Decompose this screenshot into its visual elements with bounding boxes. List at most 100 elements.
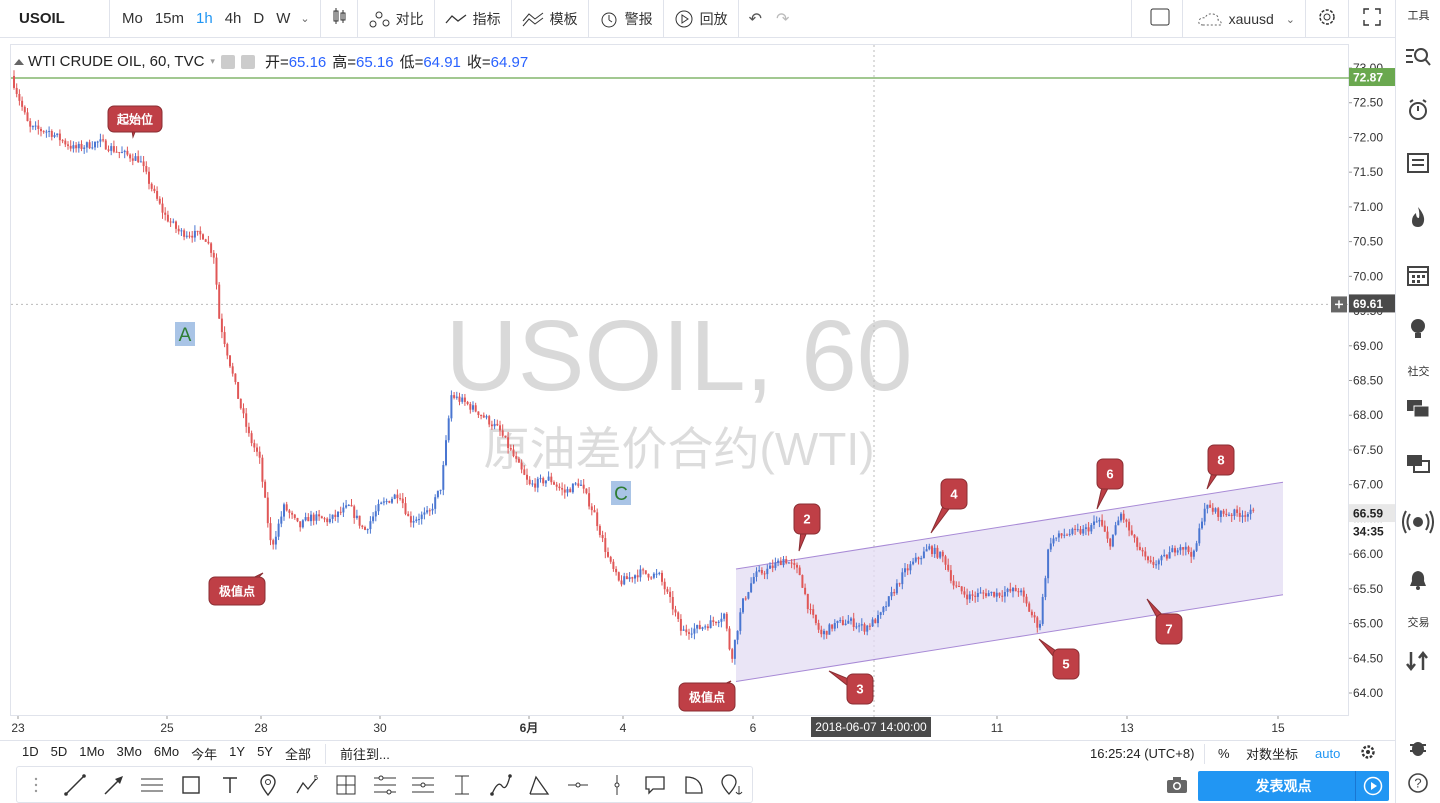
fullscreen-icon[interactable] — [1363, 7, 1381, 31]
range-5D[interactable]: 5D — [50, 744, 68, 759]
candle-body — [887, 596, 890, 607]
range-5Y[interactable]: 5Y — [257, 744, 273, 759]
range-1D[interactable]: 1D — [22, 744, 39, 759]
time-axis[interactable]: 23 25 28 30 6月 4 6 11 13 15 2018-06-07 14:00:00 — [10, 716, 1349, 740]
price-tick-label: 67.00 — [1353, 478, 1383, 492]
compare-button[interactable]: 对比 — [368, 9, 424, 29]
trend-line-icon[interactable] — [56, 767, 95, 802]
callout-extreme-2[interactable]: 极值点 — [678, 680, 736, 712]
fib-extension-icon[interactable] — [404, 767, 443, 802]
chart-pane[interactable]: USOIL, 60 原油差价合约(WTI) A C 起始位 极值点 极值点 2 3 4 5 6 7 8 — [10, 44, 1350, 717]
range-6Mo[interactable]: 6Mo — [153, 744, 180, 759]
vertical-line-icon[interactable] — [597, 767, 636, 802]
chat-icon[interactable] — [1401, 393, 1435, 427]
series-title[interactable]: WTI CRUDE OIL, 60, TVC — [28, 53, 205, 70]
candle-body — [328, 518, 331, 523]
trading-panel-icon[interactable] — [1401, 644, 1435, 678]
auto-scale-toggle[interactable]: auto — [1315, 746, 1341, 761]
callout-wave-5[interactable]: 5 — [1038, 638, 1080, 680]
layout-selector[interactable]: xauusd ⌄ — [1197, 11, 1295, 27]
elliott-wave-icon[interactable]: 5 — [288, 767, 327, 802]
candle — [998, 592, 1001, 599]
symbol-search[interactable]: USOIL — [0, 0, 110, 38]
publish-idea-button[interactable]: 发表观点 — [1198, 771, 1389, 801]
calendar-icon[interactable] — [1401, 258, 1435, 292]
private-chat-icon[interactable] — [1401, 448, 1435, 482]
goto-date-button[interactable]: 前往到... — [339, 747, 390, 762]
parallel-channel[interactable] — [736, 482, 1283, 682]
fullscreen-layout-icon[interactable] — [1150, 8, 1170, 31]
xabcd-pattern-icon[interactable] — [520, 767, 559, 802]
horizontal-ray-icon[interactable] — [559, 767, 598, 802]
interval-1h[interactable]: 1h — [196, 10, 213, 27]
callout-wave-4[interactable]: 4 — [930, 478, 968, 534]
legend-hide-icon[interactable] — [220, 54, 235, 69]
callout-wave-6[interactable]: 6 — [1096, 458, 1124, 510]
callout-start[interactable]: 起始位 — [107, 105, 163, 139]
percent-toggle[interactable]: % — [1218, 746, 1230, 761]
legend-settings-icon[interactable] — [240, 54, 255, 69]
candle — [831, 624, 834, 632]
watchlist-search-icon[interactable] — [1401, 40, 1435, 74]
ideas-lightbulb-icon[interactable] — [1401, 312, 1435, 346]
candle-type-icon[interactable] — [331, 7, 347, 30]
settings-gear-icon[interactable] — [1316, 6, 1338, 33]
range-3Mo[interactable]: 3Mo — [116, 744, 142, 759]
callout-wave-3[interactable]: 3 — [828, 670, 874, 705]
gann-box-icon[interactable] — [327, 767, 366, 802]
streams-icon[interactable] — [1401, 505, 1435, 539]
bug-report-icon[interactable] — [1401, 730, 1435, 764]
news-list-icon[interactable] — [1401, 146, 1435, 180]
callout-wave-2[interactable]: 2 — [793, 503, 821, 552]
anchored-pin-icon[interactable] — [713, 767, 752, 802]
replay-button[interactable]: 回放 — [674, 9, 728, 29]
callout-extreme-1[interactable]: 极值点 — [208, 572, 266, 606]
arc-icon[interactable] — [675, 767, 714, 802]
indicators-button[interactable]: 指标 — [445, 9, 501, 29]
notifications-bell-icon[interactable] — [1401, 563, 1435, 597]
rectangle-icon[interactable] — [172, 767, 211, 802]
wave-label-a[interactable]: A — [175, 322, 195, 346]
callout-icon[interactable] — [636, 767, 675, 802]
interval-mo[interactable]: Mo — [122, 10, 143, 27]
help-icon[interactable]: ? — [1401, 766, 1435, 800]
axis-settings-gear-icon[interactable] — [1360, 744, 1376, 763]
text-icon[interactable] — [210, 767, 249, 802]
alarm-clock-icon[interactable] — [1401, 93, 1435, 127]
wave-label-c[interactable]: C — [611, 481, 631, 505]
candle-body — [480, 415, 483, 417]
interval-15m[interactable]: 15m — [154, 10, 185, 27]
range-全部[interactable]: 全部 — [284, 747, 311, 762]
interval-d[interactable]: D — [253, 10, 265, 27]
clock-time[interactable]: 16:25:24 (UTC+8) — [1090, 746, 1195, 761]
alerts-button[interactable]: 警报 — [599, 9, 653, 29]
price-range-icon[interactable] — [443, 767, 482, 802]
undo-icon[interactable]: ↶ — [748, 10, 763, 28]
callout-wave-7[interactable]: 7 — [1146, 598, 1183, 645]
path-icon[interactable] — [481, 767, 520, 802]
interval-w[interactable]: W — [276, 10, 291, 27]
callout-wave-8[interactable]: 8 — [1206, 444, 1235, 490]
hotlist-flame-icon[interactable] — [1401, 200, 1435, 234]
map-pin-icon[interactable] — [249, 767, 288, 802]
camera-snapshot-icon[interactable] — [1166, 776, 1188, 799]
price-axis[interactable]: 73.0072.5072.0071.5071.0070.5070.0069.50… — [1349, 44, 1395, 716]
candle — [307, 513, 310, 522]
interval-dropdown-icon[interactable]: ⌄ — [300, 13, 310, 25]
templates-button[interactable]: 模板 — [522, 9, 578, 29]
play-icon[interactable] — [1355, 771, 1389, 801]
candle-body — [69, 145, 72, 149]
candle-body — [580, 484, 582, 486]
handle-icon[interactable] — [17, 767, 56, 802]
redo-icon[interactable]: ↷ — [776, 10, 790, 28]
interval-4h[interactable]: 4h — [224, 10, 242, 27]
candle — [841, 616, 844, 626]
arrow-icon[interactable] — [94, 767, 133, 802]
crosshair-plus-icon[interactable] — [1331, 296, 1347, 313]
range-1Y[interactable]: 1Y — [229, 744, 246, 759]
parallel-channel-icon[interactable] — [133, 767, 172, 802]
log-scale-toggle[interactable]: 对数坐标 — [1246, 747, 1299, 762]
range-今年[interactable]: 今年 — [191, 747, 218, 762]
fib-retracement-icon[interactable] — [365, 767, 404, 802]
range-1Mo[interactable]: 1Mo — [79, 744, 105, 759]
